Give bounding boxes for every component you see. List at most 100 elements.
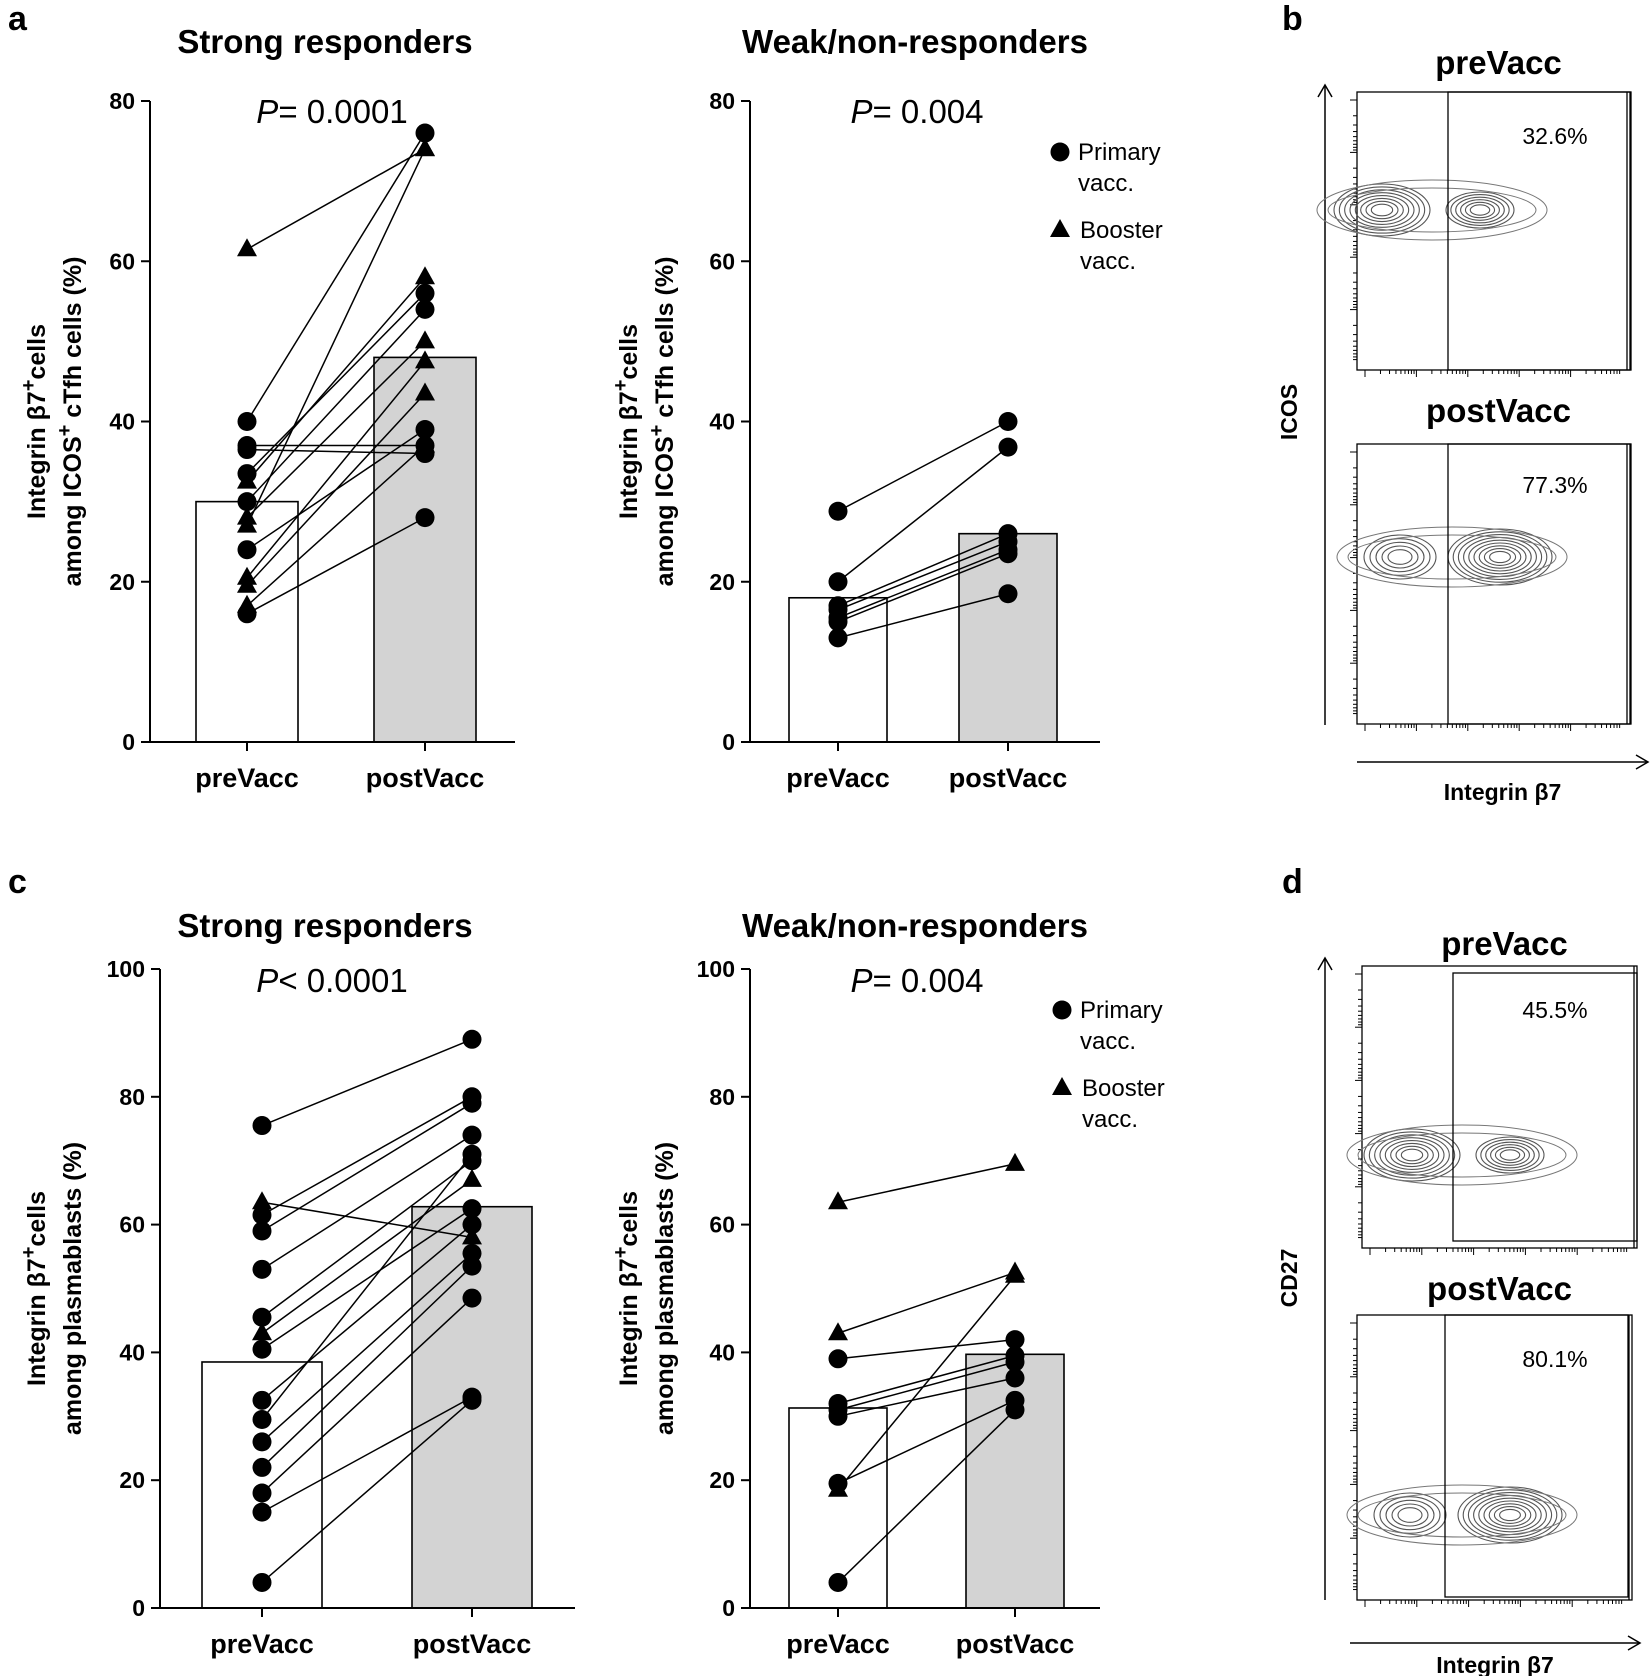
flow-panel-b: b ICOS Integrin β7 preVacc 32.6% postVacc 77.3… [1276, 0, 1650, 805]
flow-plot-frame [1361, 965, 1638, 1249]
p-letter: P [256, 93, 278, 130]
circle-point [462, 1125, 482, 1145]
p-value: P< 0.0001 [256, 962, 407, 999]
legend-primary-line1: Primary [1080, 997, 1163, 1024]
triangle-point [415, 266, 435, 285]
contour-line [1467, 1492, 1553, 1538]
gate-percent: 32.6% [1522, 123, 1587, 149]
contour-line [1485, 1141, 1535, 1169]
contour-line [1483, 548, 1517, 566]
legend-circle-icon [1050, 142, 1070, 162]
pair-line [246, 292, 426, 475]
circle-point [415, 299, 435, 319]
p-value: P= 0.0001 [256, 93, 407, 130]
flow-plot-title: postVacc [1426, 392, 1571, 429]
legend: Primary vacc. Booster vacc. [1050, 139, 1163, 275]
contour-line [1360, 197, 1404, 223]
flow-plot-title: postVacc [1427, 1270, 1572, 1307]
y-label-text: among ICOS [59, 436, 87, 586]
y-label-text: Integrin β7 [615, 391, 643, 519]
contour-line [1379, 1137, 1445, 1173]
circle-point [252, 1572, 272, 1592]
triangle-point [237, 514, 257, 533]
pair-line [837, 540, 1009, 611]
x-tick-label: postVacc [366, 763, 485, 793]
circle-point [462, 1390, 482, 1410]
circle-point [828, 1572, 848, 1592]
gate-percent: 77.3% [1522, 472, 1587, 498]
chart-title: Strong responders [177, 907, 472, 944]
gate-box [1444, 1314, 1629, 1598]
triangle-point [1005, 1152, 1025, 1171]
flow-plot-preVacc: preVacc 32.6% [1316, 44, 1632, 377]
y-tick-label: 20 [709, 569, 735, 595]
y-label-line1: Integrin β7+cells [610, 1191, 643, 1386]
circle-point [252, 1307, 272, 1327]
y-tick-label: 80 [109, 88, 135, 114]
y-label-sup: + [610, 1247, 632, 1259]
pair-line [246, 448, 426, 455]
legend-primary: Primary vacc. [1078, 139, 1161, 197]
circle-point [252, 1390, 272, 1410]
pair-markers [828, 412, 1018, 648]
contour-line [1483, 1500, 1537, 1530]
p-value-text: = 0.004 [872, 93, 983, 130]
circle-point [998, 584, 1018, 604]
contour-line [1499, 1508, 1521, 1522]
circle-point [462, 1093, 482, 1113]
contour-line [1347, 534, 1557, 580]
pair-line [261, 1160, 473, 1318]
contour-line [1333, 183, 1431, 237]
triangle-point [415, 382, 435, 401]
circle-point [462, 1199, 482, 1219]
pair-line [261, 1134, 473, 1270]
circle-point [462, 1256, 482, 1276]
pair-line [837, 549, 1009, 619]
gate-percent: 45.5% [1522, 997, 1587, 1023]
legend-primary-line2: vacc. [1078, 170, 1134, 197]
y-tick-label: 60 [119, 1212, 145, 1238]
y-label-sup: + [54, 425, 76, 437]
y-tick-label: 0 [722, 1595, 735, 1621]
pair-line [837, 420, 1009, 512]
contour-line [1450, 194, 1510, 226]
circle-point [462, 1144, 482, 1164]
y-label-sup: + [610, 380, 632, 392]
y-tick-label: 60 [109, 248, 135, 274]
pair-line [837, 446, 1009, 583]
circle-point [828, 628, 848, 648]
y-label-text: among plasmablasts (%) [59, 1142, 87, 1435]
triangle-point [252, 1322, 272, 1341]
pair-line [261, 1265, 473, 1468]
contour-line [1457, 1486, 1563, 1544]
circle-point [1005, 1368, 1025, 1388]
y-label-text: cells [615, 1191, 643, 1247]
contour-line [1468, 539, 1532, 575]
arrow-head-icon [1317, 83, 1333, 98]
pair-lines [261, 1038, 473, 1584]
circle-point [415, 508, 435, 528]
x-tick-label: postVacc [413, 1629, 532, 1659]
pair-line [837, 1338, 1016, 1360]
circle-point [252, 1502, 272, 1522]
y-axis-label: Integrin β7+cellsamong ICOS+ cTfh cells … [18, 257, 87, 587]
contour-line [1363, 534, 1437, 580]
flow-plot-title: preVacc [1435, 44, 1562, 81]
pair-line [261, 1038, 473, 1127]
circle-point [237, 604, 257, 624]
pair-line [837, 532, 1009, 607]
contour-line [1499, 1149, 1521, 1161]
x-tick-label: preVacc [195, 763, 299, 793]
pair-line [261, 1396, 473, 1513]
circle-point [237, 540, 257, 560]
pair-line [261, 1399, 473, 1584]
contour-line [1373, 1492, 1447, 1538]
pair-line [261, 1153, 473, 1420]
y-tick-label: 40 [709, 1339, 735, 1365]
chart-title: Strong responders [177, 23, 472, 60]
y-label-line2: among plasmablasts (%) [59, 1142, 87, 1435]
contour-line [1489, 550, 1511, 564]
pair-line [246, 132, 426, 422]
chart-a1: a Strong responders 0 20 40 60 80 preVacc postVa… [8, 0, 515, 793]
